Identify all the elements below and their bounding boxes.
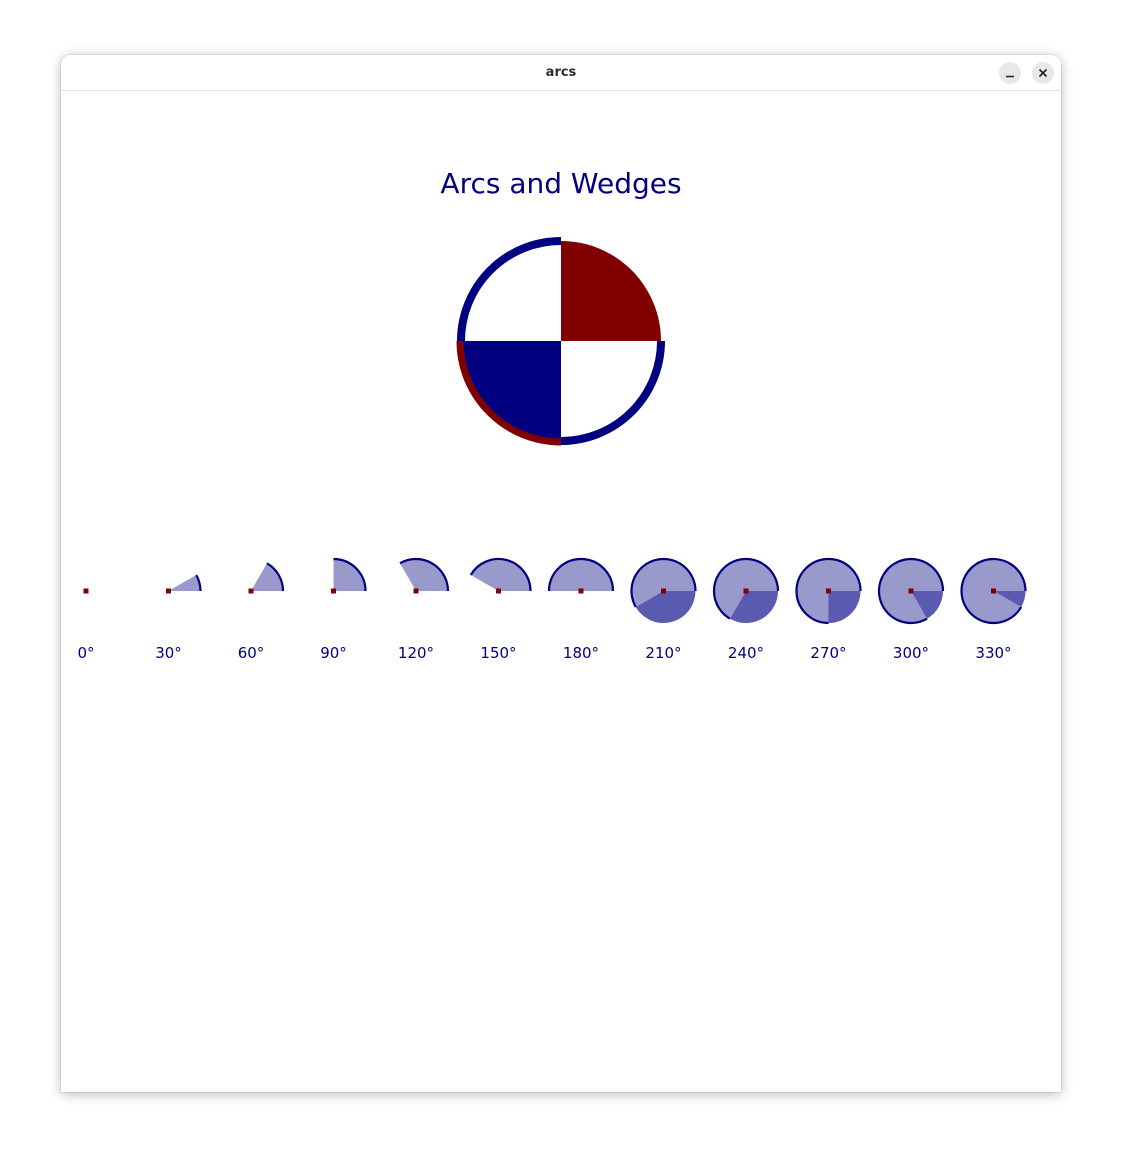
wedge-label-270: 270° <box>810 644 846 662</box>
wedge-180: 180° <box>547 557 615 662</box>
wedge-arc-60 <box>266 562 285 592</box>
wedge-overlap-210 <box>635 591 696 624</box>
wedge-label-60: 60° <box>238 644 265 662</box>
big-circle-quadrant-top-right <box>561 241 661 341</box>
big-circle-quadrant-bottom-right <box>561 341 661 441</box>
drawing-canvas: Arcs and Wedges 0° 30° 60° 90° 120° 150° 180° 2… <box>61 91 1061 1092</box>
wedge-label-30: 30° <box>155 644 182 662</box>
wedge-210: 210° <box>630 557 697 662</box>
wedge-150: 150° <box>469 557 532 662</box>
wedge-arc-240 <box>712 557 780 620</box>
wedge-arc-300 <box>877 557 945 625</box>
wedge-overlap-300 <box>911 591 943 619</box>
wedge-label-150: 150° <box>480 644 516 662</box>
big-circle-navy-arc-top-left <box>457 237 562 342</box>
window-title: arcs <box>545 65 577 80</box>
big-circle <box>456 237 665 446</box>
wedge-center-60 <box>248 588 254 594</box>
wedge-120: 120° <box>398 557 450 662</box>
close-button[interactable] <box>1032 62 1054 84</box>
wedge-label-120: 120° <box>398 644 434 662</box>
wedge-arc-330 <box>960 557 1027 625</box>
wedge-label-0: 0° <box>77 644 94 662</box>
wedge-arc-30 <box>195 574 202 592</box>
wedge-arc-150 <box>469 557 532 592</box>
wedge-arc-210 <box>630 557 697 608</box>
drawing-title: Arcs and Wedges <box>440 167 681 200</box>
wedge-270: 270° <box>795 557 862 662</box>
wedge-center-210 <box>661 588 666 594</box>
wedge-center-30 <box>166 588 171 594</box>
wedge-fill-30 <box>168 575 201 591</box>
wedge-60: 60° <box>238 562 285 662</box>
wedge-fill-180 <box>549 559 613 591</box>
wedge-fill-210 <box>631 559 696 607</box>
big-circle-navy-arc-bottom-right <box>560 340 665 445</box>
wedge-center-120 <box>413 588 419 594</box>
wedge-90: 90° <box>320 557 367 662</box>
wedge-overlap-240 <box>730 591 778 624</box>
wedge-row: 0° 30° 60° 90° 120° 150° 180° 210° 240° 270° 300° 3… <box>77 557 1027 662</box>
wedge-30: 30° <box>155 574 202 662</box>
wedge-center-300 <box>908 588 914 594</box>
wedge-300: 300° <box>877 557 945 662</box>
wedge-arc-270 <box>795 557 862 625</box>
drawing-svg: Arcs and Wedges 0° 30° 60° 90° 120° 150° 180° 2… <box>77 167 1027 662</box>
wedge-arc-120 <box>399 557 450 592</box>
wedge-fill-150 <box>470 559 531 591</box>
wedge-label-300: 300° <box>893 644 929 662</box>
wedge-fill-90 <box>333 559 366 591</box>
wedge-center-330 <box>991 588 996 594</box>
minimize-button[interactable] <box>999 62 1021 84</box>
wedge-overlap-330 <box>993 591 1026 607</box>
title-bar[interactable]: arcs <box>61 55 1061 91</box>
wedge-center-150 <box>496 588 501 594</box>
wedge-240: 240° <box>712 557 780 662</box>
close-icon <box>1038 68 1048 78</box>
wedge-0: 0° <box>77 588 95 662</box>
big-circle-quadrant-top-left <box>461 241 561 341</box>
wedge-fill-120 <box>400 559 448 591</box>
wedge-fill-60 <box>251 563 283 591</box>
app-window: arcs Arcs and Wedges 0° 30° 60° 90° 120° 150°… <box>61 55 1061 1092</box>
big-circle-maroon-arc <box>456 340 562 446</box>
wedge-label-330: 330° <box>975 644 1011 662</box>
wedge-center-0 <box>83 588 89 594</box>
wedge-label-240: 240° <box>728 644 764 662</box>
wedge-center-270 <box>826 588 831 594</box>
wedge-330: 330° <box>960 557 1027 662</box>
wedge-label-180: 180° <box>563 644 599 662</box>
wedge-arc-180 <box>547 557 615 592</box>
wedge-label-210: 210° <box>645 644 681 662</box>
wedge-center-180 <box>578 588 584 594</box>
wedge-label-90: 90° <box>320 644 347 662</box>
wedge-overlap-270 <box>828 591 861 623</box>
wedge-center-240 <box>743 588 749 594</box>
big-circle-quadrant-bottom-left <box>461 341 561 441</box>
minimize-icon <box>1006 75 1014 78</box>
wedge-center-90 <box>331 588 336 594</box>
wedge-arc-90 <box>333 557 367 592</box>
